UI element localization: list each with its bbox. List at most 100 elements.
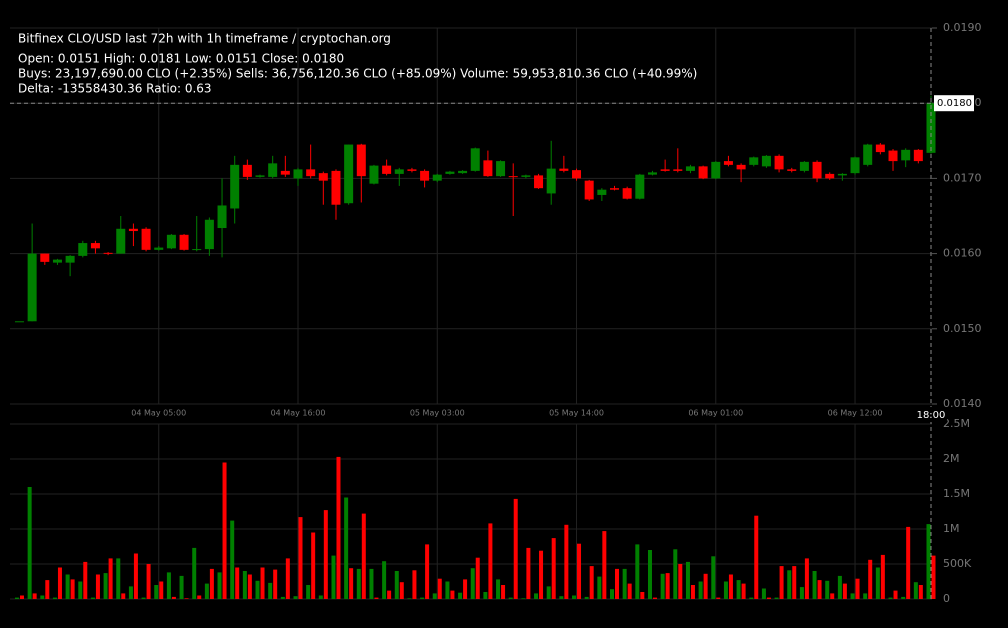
y-tick-label: 2M: [943, 452, 960, 465]
crosshair-x-box: [915, 407, 947, 422]
volume-bar: [217, 572, 222, 599]
volume-bar: [14, 597, 19, 599]
volume-bar: [817, 580, 822, 599]
candle-body: [572, 170, 582, 179]
volume-bar: [534, 593, 539, 599]
volume-bar: [698, 581, 703, 599]
volume-bar: [868, 559, 873, 599]
volume-bar: [382, 561, 387, 599]
volume-bar: [374, 597, 379, 599]
volume-bar: [230, 520, 235, 599]
volume-bar: [103, 573, 108, 599]
volume-bar: [792, 566, 797, 599]
volume-bar: [736, 580, 741, 599]
volume-bar: [40, 595, 45, 599]
candle-body: [432, 174, 442, 181]
volume-bar: [184, 598, 189, 599]
candle-body: [610, 188, 619, 190]
candle-body: [888, 150, 898, 162]
info-line: Open: 0.0151 High: 0.0181 Low: 0.0151 Cl…: [18, 52, 344, 66]
candle-body: [546, 168, 556, 194]
volume-bar: [508, 597, 513, 599]
volume-bar: [597, 576, 602, 599]
candle-body: [407, 169, 417, 171]
volume-bar: [888, 597, 893, 599]
volume-bar: [19, 595, 24, 599]
volume-bar: [716, 597, 721, 599]
candle-body: [356, 144, 366, 177]
candle-body: [559, 168, 569, 171]
volume-bar: [526, 547, 531, 599]
volume-bar: [913, 582, 918, 599]
candle-body: [635, 174, 645, 199]
volume-bar: [336, 456, 341, 599]
volume-bar: [589, 566, 594, 599]
volume-bar: [850, 593, 855, 599]
volume-bar: [298, 517, 303, 599]
candle-body: [685, 166, 695, 171]
crosshair-x-label: 18:00: [917, 410, 946, 421]
candle-body: [14, 321, 24, 323]
candle-body: [318, 173, 328, 181]
candle-body: [647, 172, 657, 175]
candle-body: [913, 149, 923, 162]
candle-body: [470, 148, 480, 171]
volume-bar: [622, 568, 627, 599]
volume-bar: [412, 570, 417, 599]
volume-bar: [685, 561, 690, 599]
candle-body: [280, 170, 290, 175]
volume-bar: [197, 595, 202, 599]
volume-bar: [749, 597, 754, 599]
candle-body: [761, 155, 771, 167]
candle-body: [483, 160, 493, 177]
volume-bar: [703, 573, 708, 599]
x-tick-label: 04 May 16:00: [271, 409, 326, 418]
volume-bar: [572, 595, 577, 599]
candle-body: [116, 228, 126, 254]
y-tick-label: 0.0170: [943, 171, 982, 184]
candle-body: [90, 243, 100, 249]
y-tick-label: 0.0190: [943, 21, 982, 34]
candle-body: [837, 173, 847, 176]
volume-bar: [318, 595, 323, 599]
candle-body: [255, 175, 265, 177]
candle-body: [154, 247, 164, 250]
candle-body: [103, 252, 113, 254]
y-tick-label: 0.0140: [943, 397, 982, 410]
volume-bar: [78, 581, 83, 599]
volume-bar: [660, 573, 665, 599]
volume-bar: [635, 544, 640, 599]
volume-bar: [83, 561, 88, 599]
candle-body: [306, 169, 316, 177]
candle-body: [268, 163, 278, 177]
volume-bar: [711, 556, 716, 599]
volume-bar: [901, 596, 906, 599]
candle-body: [825, 173, 835, 179]
candle-body: [27, 253, 37, 322]
candle-body: [331, 170, 341, 205]
info-line: Buys: 23,197,690.00 CLO (+2.35%) Sells: …: [18, 67, 697, 81]
volume-bar: [394, 571, 399, 599]
volume-bar: [559, 596, 564, 599]
volume-bar: [842, 583, 847, 599]
candle-body: [369, 165, 379, 184]
volume-bar: [875, 567, 880, 599]
candle-body: [812, 161, 822, 179]
candle-body: [166, 234, 176, 249]
y-tick-label: 0.0150: [943, 322, 982, 335]
volume-bar: [647, 550, 652, 599]
volume-bar: [27, 487, 32, 599]
y-tick-label: 1.5M: [943, 487, 970, 500]
y-tick-label: 2.5M: [943, 417, 970, 430]
candle-body: [382, 165, 392, 174]
volume-bar: [425, 544, 430, 599]
candle-body: [179, 234, 189, 250]
volume-bar: [306, 585, 311, 599]
candle-body: [141, 228, 151, 250]
volume-bar: [445, 581, 450, 599]
candle-body: [230, 164, 240, 209]
volume-bar: [128, 586, 133, 599]
volume-bar: [45, 580, 50, 599]
overlay: 0.0180 18:00: [10, 28, 974, 599]
